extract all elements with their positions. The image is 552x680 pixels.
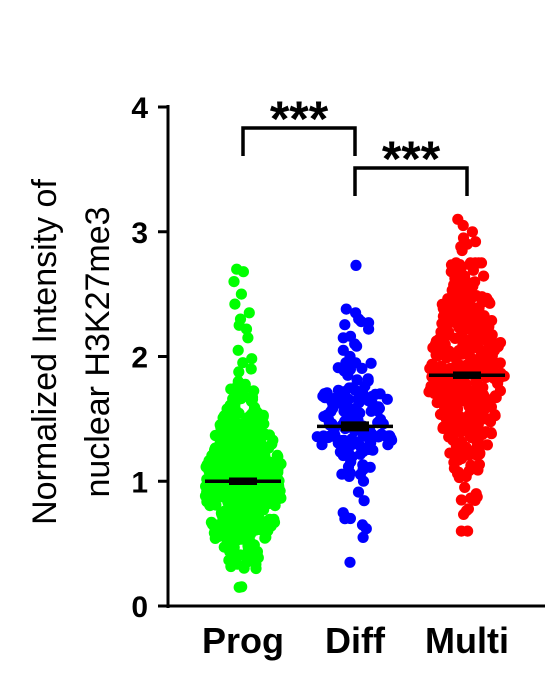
y-tick-label: 2 <box>131 342 148 375</box>
data-point <box>336 468 348 480</box>
x-category-label: Multi <box>425 620 509 661</box>
data-point <box>344 330 357 342</box>
data-points <box>199 213 510 593</box>
data-point <box>340 303 352 315</box>
data-point <box>264 513 276 526</box>
data-point <box>362 373 374 385</box>
y-tick-label: 1 <box>131 466 148 499</box>
data-point <box>459 481 471 493</box>
x-axis: Prog Diff Multi <box>167 604 545 661</box>
y-axis-label-line: nuclear H3K27me3 <box>79 206 117 497</box>
data-point <box>462 525 474 537</box>
data-point <box>358 495 370 507</box>
data-point <box>462 503 474 515</box>
data-point <box>426 358 438 370</box>
data-point <box>494 357 506 369</box>
data-point <box>205 516 217 528</box>
data-point <box>337 344 349 356</box>
mean-markers <box>205 371 505 485</box>
data-point <box>232 344 244 356</box>
data-point <box>450 257 462 269</box>
data-point <box>435 360 448 372</box>
data-point <box>246 353 258 365</box>
data-point <box>470 488 482 500</box>
data-point <box>339 319 351 331</box>
y-axis: 0 1 2 3 4 <box>131 92 170 624</box>
y-tick-label: 0 <box>131 591 148 624</box>
data-point <box>457 232 470 244</box>
data-point <box>237 357 249 369</box>
significance-annotations: *** *** <box>241 91 469 196</box>
data-point <box>469 276 481 288</box>
data-point <box>351 374 363 386</box>
data-point <box>332 384 344 396</box>
data-point <box>232 375 244 387</box>
data-point <box>357 459 369 471</box>
data-point <box>481 439 493 451</box>
data-point <box>229 298 241 310</box>
data-point <box>466 226 478 238</box>
data-point <box>321 387 333 399</box>
data-point <box>444 447 456 459</box>
data-point <box>352 486 365 498</box>
significance-label: *** <box>270 91 329 147</box>
y-axis-label: Normalized Intensity of nuclear H3K27me3 <box>26 179 117 525</box>
data-point <box>455 494 467 506</box>
data-point <box>209 429 221 442</box>
data-point <box>357 531 369 544</box>
y-axis-label-line: Normalized Intensity of <box>26 179 64 525</box>
data-point <box>243 307 255 319</box>
y-tick-label: 4 <box>131 92 148 125</box>
data-point <box>234 313 247 325</box>
data-point <box>365 357 377 369</box>
data-point <box>350 259 362 271</box>
data-point <box>318 430 330 442</box>
data-point <box>236 581 248 593</box>
data-point <box>235 288 247 300</box>
data-point <box>271 449 283 461</box>
significance-bracket <box>353 166 469 196</box>
data-point <box>452 213 464 225</box>
x-category-label: Diff <box>325 620 386 661</box>
x-category-label: Prog <box>202 620 284 661</box>
data-point <box>356 519 369 531</box>
data-point <box>469 257 481 269</box>
data-point <box>473 458 485 471</box>
significance-bracket <box>241 126 357 156</box>
data-point <box>344 556 356 568</box>
data-point <box>337 507 349 519</box>
data-point <box>375 428 388 440</box>
data-point <box>455 436 468 448</box>
data-point <box>245 363 257 375</box>
data-point <box>242 332 254 344</box>
y-tick-label: 3 <box>131 217 148 250</box>
data-point <box>494 337 507 349</box>
data-point <box>346 382 358 394</box>
data-point <box>233 366 245 378</box>
data-point <box>248 385 260 397</box>
significance-label: *** <box>382 131 441 187</box>
data-point <box>465 459 477 471</box>
data-point <box>228 276 240 288</box>
data-point <box>469 236 482 248</box>
data-point <box>350 307 362 319</box>
data-point <box>231 263 243 275</box>
data-point <box>374 413 387 425</box>
data-point <box>478 270 490 282</box>
data-point <box>374 388 386 400</box>
